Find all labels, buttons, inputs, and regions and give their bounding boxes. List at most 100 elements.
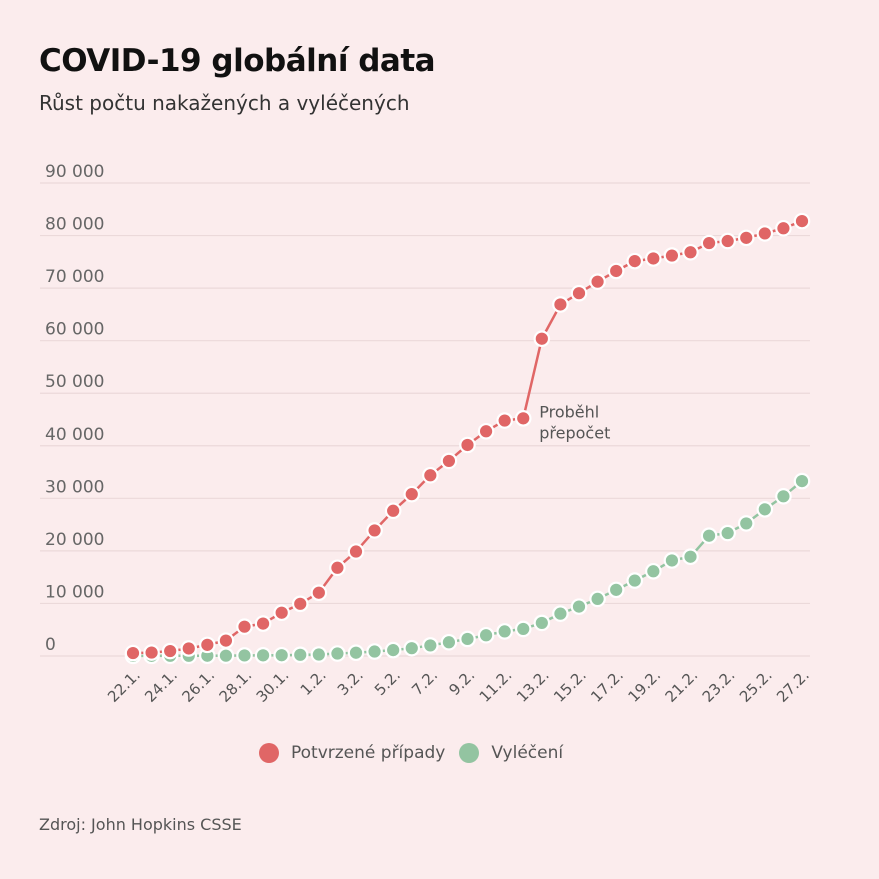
y-tick-label: 20 000 <box>45 530 104 550</box>
recovered-point[interactable] <box>254 647 272 664</box>
x-tick-label: 23.2. <box>699 666 739 706</box>
chart-subtitle: Růst počtu nakažených a vyléčených <box>39 91 410 115</box>
confirmed-point[interactable] <box>719 232 736 250</box>
recovered-point[interactable] <box>217 647 235 664</box>
recovered-point[interactable] <box>626 572 644 589</box>
y-axis-labels: 0 10 000 20 000 30 000 40 000 50 000 60 000 70 … <box>45 162 104 655</box>
confirmed-point[interactable] <box>329 559 346 577</box>
recovered-point[interactable] <box>329 645 346 662</box>
recovered-point[interactable] <box>347 644 365 662</box>
confirmed-point[interactable] <box>496 412 513 429</box>
confirmed-point[interactable] <box>607 262 625 280</box>
legend-item-recovered[interactable]: Vyléčení <box>459 743 563 763</box>
x-tick-label: 15.2. <box>550 666 590 706</box>
confirmed-point[interactable] <box>273 604 290 622</box>
confirmed-point[interactable] <box>180 640 198 657</box>
confirmed-point[interactable] <box>310 584 328 602</box>
recovered-point[interactable] <box>459 630 476 648</box>
confirmed-point[interactable] <box>161 642 179 660</box>
confirmed-point[interactable] <box>217 632 235 649</box>
confirmed-point[interactable] <box>236 618 253 635</box>
x-tick-label: 22.1. <box>104 666 144 706</box>
confirmed-point[interactable] <box>254 615 272 632</box>
x-axis-labels: 22.1.24.1.26.1.28.1.30.1. 1.2. 3.2. 5.2. 7.2… <box>104 666 813 706</box>
recovered-point[interactable] <box>700 527 718 545</box>
confirmed-point[interactable] <box>403 485 421 503</box>
y-tick-label: 10 000 <box>45 582 104 602</box>
x-tick-label: 27.2. <box>773 666 813 706</box>
x-tick-label: 26.1. <box>178 666 218 706</box>
recovered-point[interactable] <box>570 598 588 615</box>
y-tick-label: 60 000 <box>45 320 104 340</box>
confirmed-point[interactable] <box>459 436 476 454</box>
confirmed-point[interactable] <box>756 225 774 242</box>
annotation-text: přepočet <box>539 423 610 442</box>
recovered-point[interactable] <box>236 647 253 664</box>
y-tick-label: 30 000 <box>45 477 104 497</box>
recovered-point[interactable] <box>422 637 439 654</box>
recovered-line <box>132 480 803 658</box>
confirmed-point[interactable] <box>589 273 606 290</box>
recovered-point[interactable] <box>533 614 551 632</box>
recovered-point[interactable] <box>682 548 699 566</box>
x-tick-label: 9.2. <box>445 666 478 699</box>
confirmed-point[interactable] <box>366 522 383 539</box>
recovered-point[interactable] <box>775 488 792 505</box>
confirmed-point[interactable] <box>124 644 142 662</box>
recovered-point[interactable] <box>645 562 662 580</box>
confirmed-point[interactable] <box>570 284 588 302</box>
confirmed-point[interactable] <box>533 330 551 348</box>
gridlines <box>40 182 810 657</box>
recovered-point[interactable] <box>756 501 774 518</box>
recovered-point[interactable] <box>310 646 328 663</box>
x-tick-label: 3.2. <box>334 666 367 699</box>
recovered-point[interactable] <box>366 643 383 660</box>
recovered-point[interactable] <box>384 641 402 659</box>
recovered-point[interactable] <box>514 620 532 638</box>
x-tick-label: 28.1. <box>216 666 256 706</box>
y-tick-label: 90 000 <box>45 162 104 182</box>
recovered-point[interactable] <box>793 472 811 490</box>
chart-title: COVID-19 globální data <box>39 43 436 79</box>
confirmed-point[interactable] <box>199 636 216 654</box>
confirmed-point[interactable] <box>626 252 644 270</box>
confirmed-point[interactable] <box>384 502 402 520</box>
confirmed-point[interactable] <box>737 229 755 247</box>
recovered-point[interactable] <box>477 626 495 644</box>
series-group <box>124 212 811 665</box>
confirmed-point[interactable] <box>775 219 792 237</box>
recovered-point[interactable] <box>737 515 755 532</box>
recovered-point[interactable] <box>273 646 290 664</box>
confirmed-point[interactable] <box>700 234 718 252</box>
confirmed-point[interactable] <box>793 212 811 230</box>
annotation: Proběhl přepočet <box>539 402 610 442</box>
confirmed-point[interactable] <box>347 543 365 560</box>
recovered-swatch-icon <box>459 743 480 763</box>
confirmed-point[interactable] <box>682 243 699 261</box>
recovered-point[interactable] <box>663 552 681 569</box>
source-note: Zdroj: John Hopkins CSSE <box>39 815 242 834</box>
confirmed-point[interactable] <box>477 422 495 440</box>
confirmed-point[interactable] <box>663 247 681 264</box>
recovered-point[interactable] <box>589 590 606 608</box>
annotation-text: Proběhl <box>539 402 599 421</box>
confirmed-point[interactable] <box>440 452 458 470</box>
recovered-point[interactable] <box>403 639 421 657</box>
y-tick-label: 70 000 <box>45 267 104 287</box>
confirmed-point[interactable] <box>514 410 532 427</box>
confirmed-point[interactable] <box>645 250 662 267</box>
x-tick-label: 25.2. <box>736 666 776 706</box>
recovered-point[interactable] <box>607 581 625 599</box>
recovered-point[interactable] <box>719 524 736 542</box>
recovered-point[interactable] <box>291 646 309 664</box>
confirmed-point[interactable] <box>143 644 160 661</box>
confirmed-point[interactable] <box>552 296 569 313</box>
recovered-point[interactable] <box>552 605 569 622</box>
legend-item-confirmed[interactable]: Potvrzené případy <box>259 743 445 763</box>
x-tick-label: 24.1. <box>141 666 181 706</box>
recovered-point[interactable] <box>440 633 458 651</box>
confirmed-swatch-icon <box>259 743 279 763</box>
confirmed-point[interactable] <box>291 595 309 613</box>
recovered-point[interactable] <box>496 623 513 640</box>
confirmed-point[interactable] <box>422 466 439 484</box>
